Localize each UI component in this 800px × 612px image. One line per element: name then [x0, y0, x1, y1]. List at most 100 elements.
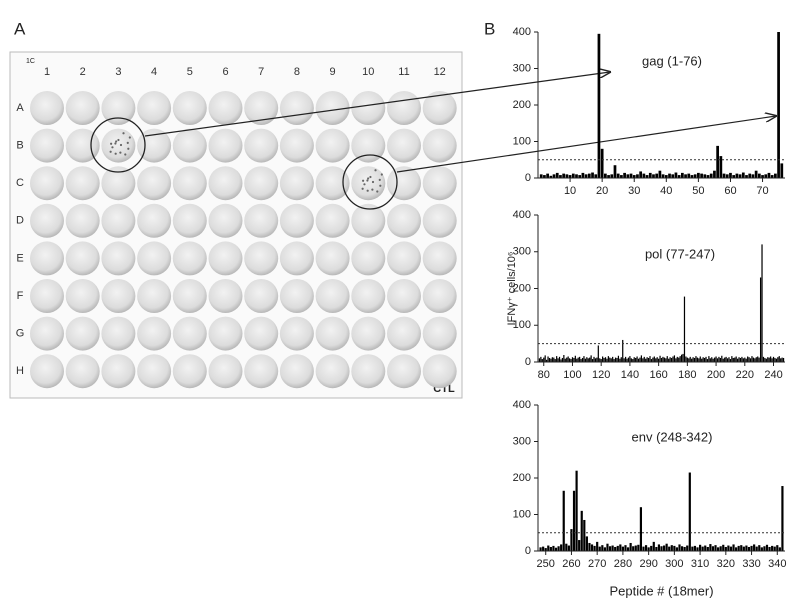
bar [600, 359, 602, 362]
bar [775, 358, 777, 362]
y-tick-label: 100 [513, 508, 531, 520]
bar [581, 172, 585, 178]
bar [568, 175, 572, 178]
bar [552, 174, 556, 178]
well [101, 128, 136, 163]
well [315, 91, 350, 125]
y-axis-label: IFNγ⁺ cells/10⁶ [506, 252, 518, 326]
well [315, 316, 350, 351]
bar [561, 357, 564, 362]
bar [675, 358, 677, 362]
well [65, 128, 100, 163]
bar [619, 544, 622, 551]
bar [567, 545, 570, 551]
well [315, 203, 350, 238]
bar [692, 357, 694, 362]
arrow [144, 72, 610, 137]
bar [699, 356, 701, 362]
well [387, 354, 421, 389]
plate-column-label: 3 [115, 66, 121, 78]
bar [566, 357, 568, 362]
bar [632, 175, 636, 178]
bar [562, 490, 565, 551]
well [172, 279, 207, 313]
bar [547, 545, 550, 551]
bar [731, 356, 733, 362]
bar [737, 545, 740, 551]
bar [668, 173, 671, 178]
bar [587, 173, 591, 178]
plate-corner-label: 1C [26, 58, 35, 65]
x-tick-label: 20 [596, 185, 608, 197]
bar [712, 358, 714, 362]
bar [608, 546, 612, 551]
well [65, 354, 100, 389]
bar [748, 357, 750, 362]
bar [699, 544, 702, 551]
well [65, 203, 100, 238]
bar [676, 356, 678, 362]
bar [623, 358, 625, 362]
bar [757, 356, 759, 362]
bar [647, 547, 650, 551]
bar [630, 358, 632, 362]
bar [761, 244, 763, 362]
bar [571, 173, 575, 178]
spot [117, 138, 120, 142]
bar [677, 175, 681, 178]
bar [603, 357, 605, 362]
bar [658, 358, 660, 362]
bar [674, 172, 678, 178]
bar [680, 172, 684, 178]
bar [774, 357, 776, 362]
bar [593, 545, 596, 551]
plate-row-label: E [16, 252, 23, 264]
well [137, 279, 172, 313]
well [65, 316, 100, 351]
bar [639, 357, 641, 362]
bar [771, 545, 774, 551]
bar [544, 355, 546, 362]
bar [716, 358, 719, 362]
bar [542, 546, 545, 551]
bar [662, 356, 664, 362]
bar [606, 543, 609, 551]
spot [114, 142, 117, 145]
bar [770, 356, 772, 362]
bar [565, 543, 568, 551]
bar [573, 357, 575, 362]
y-tick-label: 200 [513, 282, 531, 294]
bar [719, 546, 722, 551]
bar [649, 356, 651, 362]
bar [655, 546, 658, 551]
x-tick-label: 30 [628, 185, 640, 197]
bar [632, 546, 635, 551]
bar [613, 165, 617, 178]
bar [686, 545, 689, 551]
bar [732, 544, 735, 551]
bar [724, 357, 726, 362]
bar [629, 542, 632, 551]
bar [557, 546, 560, 551]
spot [126, 141, 129, 144]
bar [745, 358, 747, 362]
bar [578, 175, 582, 178]
bar [586, 357, 588, 362]
bar [567, 356, 569, 362]
bar [579, 356, 581, 362]
y-tick-label: 0 [525, 545, 531, 557]
well [315, 241, 350, 276]
spot [119, 143, 123, 147]
x-tick-label: 50 [692, 185, 704, 197]
bar [556, 356, 558, 362]
bar [603, 547, 606, 551]
plate-row-label: D [16, 215, 24, 227]
bar [623, 172, 626, 178]
y-tick-label: 400 [513, 26, 531, 38]
bar [602, 356, 604, 362]
bar [781, 357, 783, 362]
x-tick-label: 40 [660, 185, 672, 197]
spot [122, 132, 125, 135]
bar [632, 359, 634, 362]
bar [668, 546, 671, 551]
